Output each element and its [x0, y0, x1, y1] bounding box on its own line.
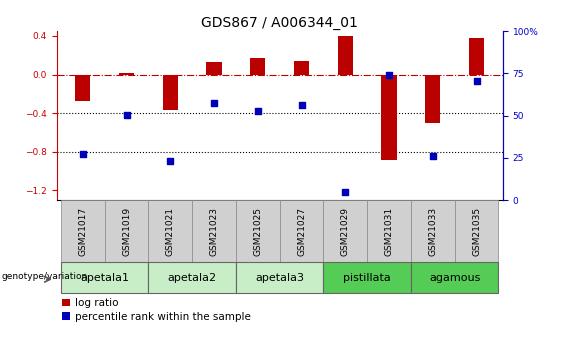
Text: GSM21021: GSM21021: [166, 207, 175, 256]
Bar: [338, 36, 353, 75]
Point: [78, 151, 87, 157]
Bar: [411, 262, 498, 293]
Point: [122, 112, 131, 118]
Text: apetala1: apetala1: [80, 273, 129, 283]
Text: agamous: agamous: [429, 273, 480, 283]
Bar: [236, 200, 280, 262]
Text: apetala3: apetala3: [255, 273, 304, 283]
Text: GSM21017: GSM21017: [79, 207, 87, 256]
Bar: [75, 75, 90, 101]
Bar: [323, 262, 411, 293]
Point: [428, 153, 437, 158]
Bar: [367, 200, 411, 262]
Bar: [294, 61, 309, 75]
Point: [166, 159, 175, 164]
Text: GSM21029: GSM21029: [341, 207, 350, 256]
Bar: [61, 200, 105, 262]
Bar: [469, 38, 484, 75]
Bar: [163, 75, 178, 110]
Point: [385, 72, 394, 77]
Title: GDS867 / A006344_01: GDS867 / A006344_01: [201, 16, 358, 30]
Bar: [381, 75, 397, 159]
Text: GSM21023: GSM21023: [210, 207, 219, 256]
Text: pistillata: pistillata: [344, 273, 391, 283]
Point: [341, 190, 350, 195]
Bar: [280, 200, 323, 262]
Legend: log ratio, percentile rank within the sample: log ratio, percentile rank within the sa…: [62, 298, 251, 322]
Text: GSM21035: GSM21035: [472, 207, 481, 256]
Text: GSM21031: GSM21031: [385, 207, 394, 256]
Bar: [323, 200, 367, 262]
Bar: [105, 200, 149, 262]
Bar: [411, 200, 455, 262]
Bar: [250, 58, 266, 75]
Text: GSM21019: GSM21019: [122, 207, 131, 256]
Point: [472, 79, 481, 84]
Bar: [61, 262, 149, 293]
Text: GSM21025: GSM21025: [253, 207, 262, 256]
Text: GSM21027: GSM21027: [297, 207, 306, 256]
Bar: [149, 200, 192, 262]
Point: [253, 108, 262, 114]
Text: genotype/variation: genotype/variation: [1, 272, 88, 281]
Bar: [455, 200, 498, 262]
Text: GSM21033: GSM21033: [428, 207, 437, 256]
Bar: [425, 75, 441, 123]
Point: [210, 101, 219, 106]
Bar: [192, 200, 236, 262]
Point: [297, 103, 306, 108]
Bar: [149, 262, 236, 293]
Bar: [206, 62, 221, 75]
Bar: [236, 262, 323, 293]
Bar: [119, 72, 134, 75]
Text: apetala2: apetala2: [168, 273, 217, 283]
